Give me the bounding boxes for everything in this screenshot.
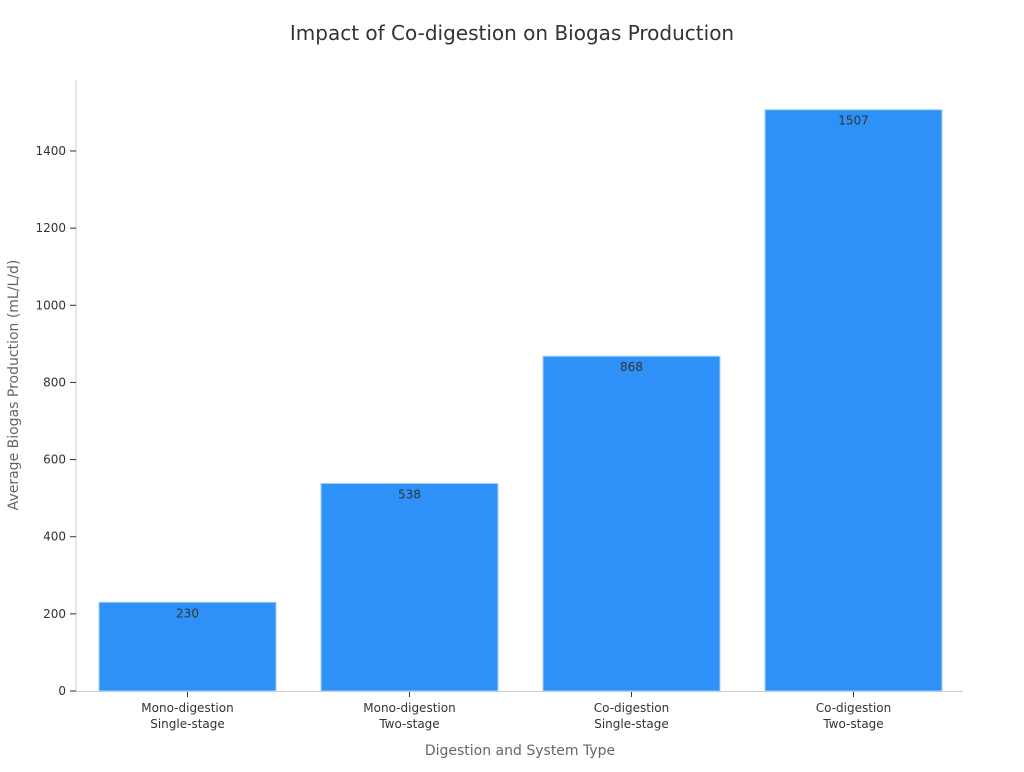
y-tick-label: 1200: [35, 221, 66, 235]
y-axis-label: Average Biogas Production (mL/L/d): [6, 260, 22, 511]
bar-value-label: 538: [398, 487, 421, 501]
bar-value-label: 230: [176, 606, 199, 620]
y-tick-label: 200: [43, 607, 66, 621]
x-axis-label: Digestion and System Type: [425, 743, 615, 759]
y-tick-label: 800: [43, 375, 66, 389]
y-tick-label: 400: [43, 530, 66, 544]
y-tick-label: 1400: [35, 144, 66, 158]
bar: [764, 109, 943, 692]
x-tick-label: Single-stage: [594, 717, 669, 731]
chart-title: Impact of Co-digestion on Biogas Product…: [290, 21, 734, 45]
bar: [98, 601, 277, 692]
bar: [320, 482, 499, 692]
x-tick-label: Mono-digestion: [141, 701, 233, 715]
x-tick-label: Two-stage: [378, 717, 439, 731]
y-tick-label: 0: [58, 684, 66, 698]
x-tick-label: Co-digestion: [816, 701, 891, 715]
bar-value-label: 1507: [838, 114, 869, 128]
x-tick-label: Co-digestion: [594, 701, 669, 715]
x-tick-label: Mono-digestion: [363, 701, 455, 715]
x-tick-label: Single-stage: [150, 717, 225, 731]
y-tick-label: 600: [43, 453, 66, 467]
x-tick-label: Two-stage: [822, 717, 883, 731]
bar: [542, 355, 721, 692]
y-tick-label: 1000: [35, 298, 66, 312]
bar-value-label: 868: [620, 360, 643, 374]
